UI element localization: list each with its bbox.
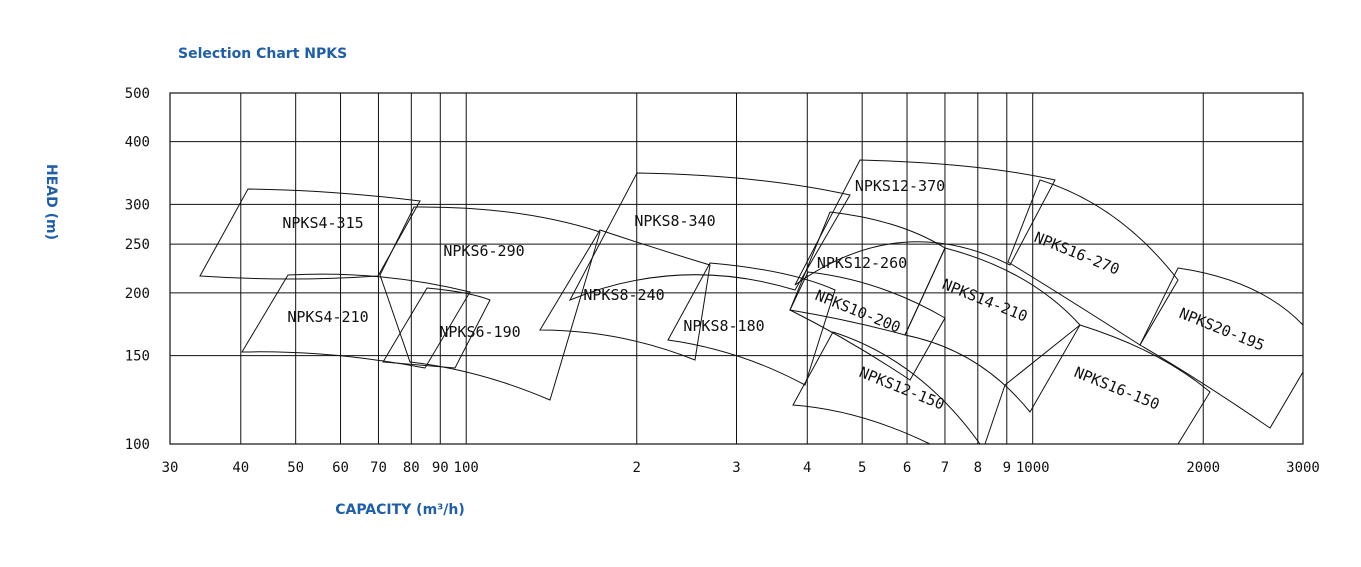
x-tick-label: 90 (432, 460, 449, 476)
y-axis-label: HEAD (m) (43, 164, 59, 240)
region-outline (539, 229, 711, 361)
x-axis-label: CAPACITY (m³/h) (335, 502, 465, 518)
x-tick-label: 100 (454, 460, 479, 476)
y-tick-label: 150 (125, 349, 150, 365)
region-label: NPKS4-210 (287, 308, 368, 326)
region-label: NPKS12-370 (855, 177, 945, 195)
x-tick-label: 5 (858, 460, 866, 476)
region-outline (984, 324, 1211, 445)
x-tick-label: 3 (732, 460, 740, 476)
region-label: NPKS8-340 (634, 212, 715, 230)
x-tick-label: 8 (974, 460, 982, 476)
x-tick-label: 9 (1003, 460, 1011, 476)
region-label: NPKS16-150 (1072, 363, 1162, 414)
region-outline (667, 262, 836, 386)
x-tick-label: 40 (232, 460, 249, 476)
region-outline (568, 172, 851, 301)
region-outline (1139, 267, 1304, 429)
region-label: NPKS8-180 (683, 317, 764, 335)
y-tick-label: 250 (125, 237, 150, 253)
region-outline (241, 273, 471, 369)
region-label: NPKS8-240 (583, 286, 664, 304)
region-label: NPKS14-210 (940, 275, 1030, 326)
region-label: NPKS6-290 (443, 242, 524, 260)
y-tick-label: 200 (125, 286, 150, 302)
y-tick-label: 500 (125, 86, 150, 102)
x-tick-label: 50 (287, 460, 304, 476)
x-tick-label: 6 (903, 460, 911, 476)
region-label: NPKS20-195 (1177, 304, 1267, 355)
region-outline (904, 247, 1081, 413)
x-tick-label: 3000 (1286, 460, 1320, 476)
y-tick-label: 100 (125, 437, 150, 453)
region-label: NPKS4-315 (282, 214, 363, 232)
region-label: NPKS6-190 (439, 323, 520, 341)
x-tick-label: 30 (162, 460, 179, 476)
x-tick-label: 1000 (1016, 460, 1050, 476)
region-label: NPKS12-150 (857, 363, 947, 414)
x-tick-label: 4 (803, 460, 811, 476)
x-tick-label: 60 (332, 460, 349, 476)
x-tick-label: 70 (370, 460, 387, 476)
x-tick-label: 2 (633, 460, 641, 476)
chart-title: Selection Chart NPKS (178, 46, 347, 62)
region-outline (199, 188, 421, 280)
region-outline (379, 206, 601, 401)
y-tick-label: 300 (125, 197, 150, 213)
region-outline (1007, 179, 1179, 346)
x-tick-label: 2000 (1186, 460, 1220, 476)
x-tick-label: 80 (403, 460, 420, 476)
y-tick-label: 400 (125, 135, 150, 151)
region-outline (382, 287, 491, 369)
region-label: NPKS16-270 (1032, 228, 1122, 279)
x-tick-label: 7 (941, 460, 949, 476)
region-label: NPKS12-260 (817, 254, 907, 272)
